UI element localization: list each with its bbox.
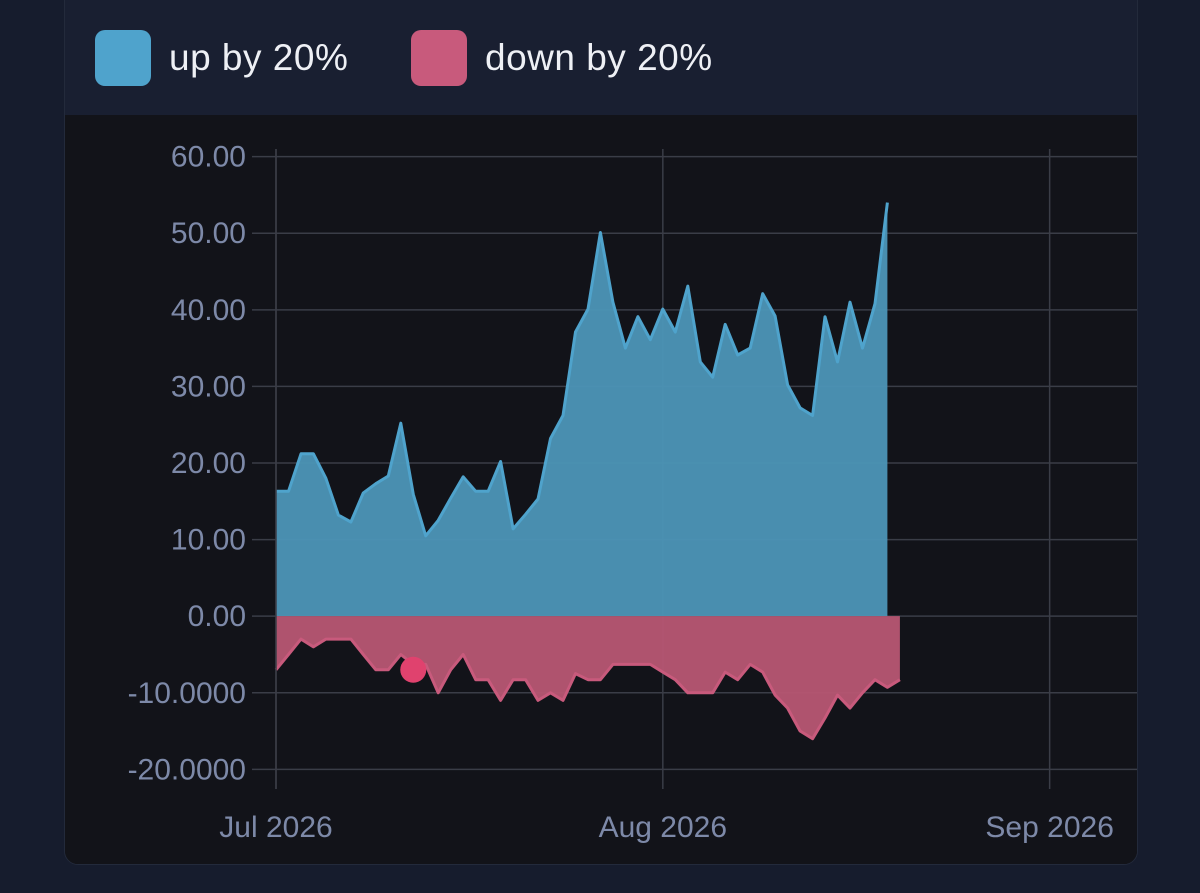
legend-label-up: up by 20%	[169, 37, 349, 78]
legend-label-down: down by 20%	[485, 37, 713, 78]
y-tick-label: 30.00	[171, 370, 246, 403]
y-tick-label: 0.00	[188, 600, 246, 633]
x-tick-label: Aug 2026	[599, 811, 727, 844]
y-tick-label: -10.0000	[128, 677, 246, 710]
series-line-0	[276, 202, 889, 538]
y-tick-label: -20.0000	[128, 753, 246, 786]
x-tick-label: Jul 2026	[219, 811, 332, 844]
y-tick-label: 50.00	[171, 217, 246, 250]
area-chart[interactable]: 60.00 50.00 40.00 30.00 20.00 10.00 0.00 -10.00…	[65, 0, 1137, 864]
legend: up by 20% down by 20%	[65, 0, 1137, 115]
legend-item-up[interactable]: up by 20%	[95, 29, 348, 87]
x-tick-label: Sep 2026	[985, 811, 1113, 844]
y-tick-label: 20.00	[171, 447, 246, 480]
legend-item-down[interactable]: down by 20%	[411, 29, 713, 87]
series-line-1	[274, 637, 901, 741]
y-tick-label: 10.00	[171, 524, 246, 557]
series-area-1	[276, 616, 900, 739]
chart-card: up by 20% down by 20% 60.00 50.00 40.00 30.…	[64, 0, 1138, 865]
y-tick-label: 40.00	[171, 294, 246, 327]
highlighted-point	[400, 656, 427, 683]
legend-swatch-down	[411, 30, 467, 86]
legend-swatch-up	[95, 30, 151, 86]
y-tick-label: 60.00	[171, 141, 246, 174]
series-area-0	[276, 202, 888, 617]
